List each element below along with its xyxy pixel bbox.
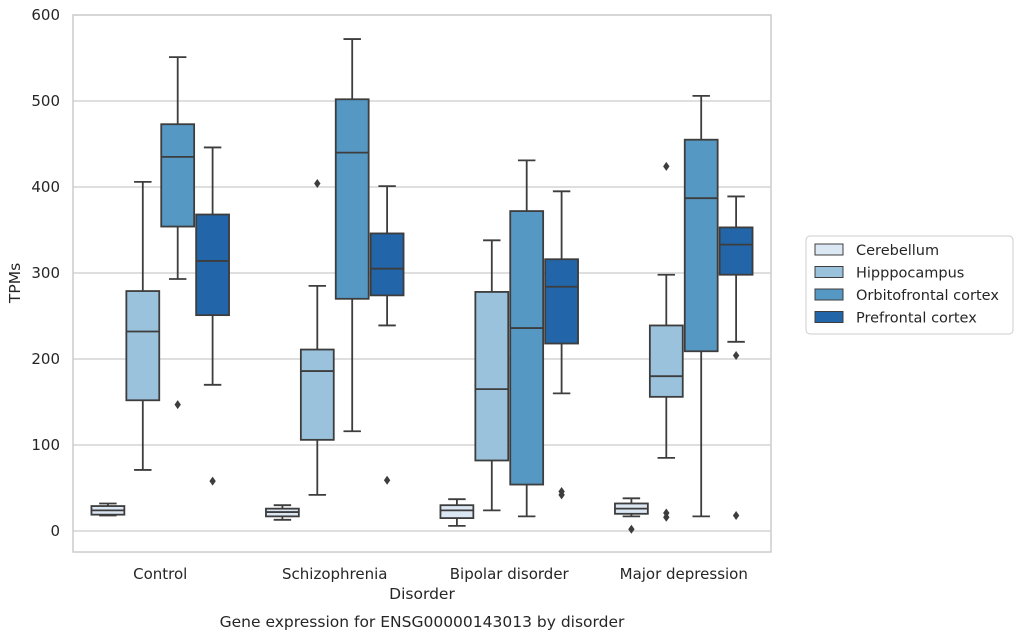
box-cerebellum xyxy=(614,497,649,534)
legend-entry: Cerebellum xyxy=(856,243,939,259)
outlier-point xyxy=(174,400,181,410)
y-tick-label: 200 xyxy=(31,350,60,368)
y-tick-label: 100 xyxy=(31,436,60,454)
legend-swatch xyxy=(814,266,844,278)
iqr-box xyxy=(195,213,230,317)
legend-frame xyxy=(805,235,1014,335)
iqr-box xyxy=(509,210,545,486)
outlier-point xyxy=(383,475,391,485)
legend-entry: Prefrontal cortex xyxy=(856,311,977,327)
x-tick-label: Major depression xyxy=(620,565,748,583)
box-orbitofrontal-cortex xyxy=(509,159,545,518)
iqr-box xyxy=(718,226,754,276)
legend-swatch xyxy=(814,311,844,323)
iqr-box xyxy=(544,258,579,345)
iqr-box xyxy=(683,138,719,353)
x-tick-label: Schizophrenia xyxy=(282,565,387,583)
outlier-point xyxy=(732,351,740,361)
iqr-box xyxy=(334,98,370,300)
x-tick-label: Bipolar disorder xyxy=(450,565,570,583)
outlier-point xyxy=(663,161,670,171)
boxes-layer xyxy=(90,38,754,534)
box-orbitofrontal-cortex xyxy=(334,38,370,433)
iqr-box xyxy=(125,290,161,402)
y-tick-labels: 0 100 200 300 400 500 600 xyxy=(31,6,60,540)
y-tick-label: 600 xyxy=(31,6,60,24)
box-prefrontal-cortex xyxy=(195,146,230,486)
legend-swatch xyxy=(814,243,844,256)
outlier-point xyxy=(628,524,635,534)
outlier-point xyxy=(209,476,216,486)
box-orbitofrontal-cortex xyxy=(683,94,719,518)
box-orbitofrontal-cortex xyxy=(160,56,196,410)
iqr-box xyxy=(474,291,510,462)
plot-frame xyxy=(72,14,772,553)
legend-entry: Orbitofrontal cortex xyxy=(856,288,999,304)
outlier-point xyxy=(732,511,740,521)
iqr-box xyxy=(160,123,196,228)
box-hipppocampus xyxy=(299,179,335,496)
outlier-point xyxy=(558,486,565,496)
box-prefrontal-cortex xyxy=(369,185,405,485)
outlier-point xyxy=(663,508,670,518)
y-tick-label: 0 xyxy=(50,522,60,540)
iqr-box xyxy=(299,348,335,441)
x-axis-label: Disorder xyxy=(389,585,455,603)
y-tick-label: 400 xyxy=(31,178,60,196)
x-tick-labels: Control Schizophrenia Bipolar disorder Majo… xyxy=(133,565,748,583)
box-cerebellum xyxy=(439,498,475,527)
iqr-box xyxy=(439,504,475,520)
y-axis-label: TPMs xyxy=(6,263,24,304)
box-prefrontal-cortex xyxy=(718,195,754,521)
iqr-box xyxy=(648,324,684,398)
legend-entry: Hipppocampus xyxy=(856,266,964,282)
box-prefrontal-cortex xyxy=(544,190,579,500)
y-tick-label: 500 xyxy=(31,92,60,110)
box-hipppocampus xyxy=(474,239,510,512)
outlier-point xyxy=(314,179,321,189)
iqr-box xyxy=(369,232,405,297)
x-tick-label: Control xyxy=(133,565,187,583)
y-tick-label: 300 xyxy=(31,264,60,282)
box-hipppocampus xyxy=(125,180,161,471)
legend: Cerebellum Hipppocampus Orbitofrontal cort… xyxy=(805,235,1014,335)
legend-swatch xyxy=(814,288,844,301)
box-cerebellum xyxy=(265,504,300,521)
box-hipppocampus xyxy=(648,161,684,522)
box-cerebellum xyxy=(90,502,126,517)
chart-caption: Gene expression for ENSG00000143013 by d… xyxy=(220,613,625,631)
